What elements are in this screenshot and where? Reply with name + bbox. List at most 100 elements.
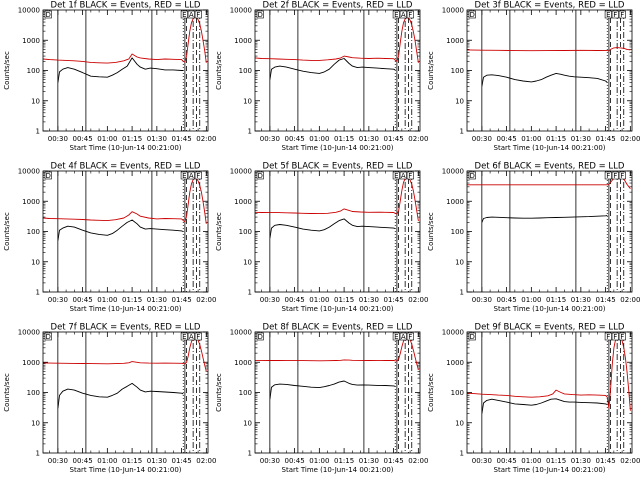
lld-series-line	[255, 335, 419, 371]
marker-label: D	[46, 333, 51, 341]
x-tick-label: 01:45	[384, 135, 404, 143]
y-tick-label: 1	[460, 289, 464, 297]
y-tick-label: 1000	[234, 359, 252, 367]
y-tick-label: 10	[455, 97, 464, 105]
marker-label: A	[189, 172, 194, 180]
marker-label: D	[258, 333, 263, 341]
marker-box	[618, 10, 626, 19]
x-tick-label: 00:30	[260, 296, 280, 304]
y-axis-label: Counts/sec	[215, 373, 223, 412]
events-series-line	[57, 382, 184, 409]
marker-label: E	[182, 333, 186, 341]
events-series-line	[481, 214, 608, 223]
lld-series-line	[42, 177, 207, 224]
x-tick-label: 02:00	[408, 135, 428, 143]
events-series-line	[269, 380, 396, 400]
y-tick-label: 1000	[234, 198, 252, 206]
marker-label: D	[258, 11, 263, 19]
plot-frame	[254, 331, 421, 454]
x-tick-label: 01:45	[384, 296, 404, 304]
y-tick-label: 10000	[18, 329, 40, 337]
y-tick-label: 1	[36, 450, 40, 458]
x-tick-label: 02:00	[408, 296, 428, 304]
marker-label: F	[606, 172, 610, 180]
x-tick-label: 01:15	[334, 135, 354, 143]
lld-series-line	[42, 336, 207, 372]
events-series-line	[269, 58, 396, 80]
panel-title: Det 2f BLACK = Events, RED = LLD	[263, 1, 413, 11]
x-axis-label: Start Time (10-Jun-14 00:21:00)	[494, 144, 606, 152]
x-tick-label: 01:15	[122, 135, 142, 143]
marker-box	[618, 332, 626, 341]
marker-label: E	[182, 11, 186, 19]
marker-label: F	[408, 172, 412, 180]
y-axis-label: Counts/sec	[3, 51, 11, 90]
x-axis-label: Start Time (10-Jun-14 00:21:00)	[70, 305, 182, 313]
y-tick-label: 1000	[234, 37, 252, 45]
y-tick-label: 1	[460, 128, 464, 136]
y-axis-label: Counts/sec	[215, 51, 223, 90]
x-tick-label: 01:45	[172, 457, 192, 465]
y-tick-label: 100	[451, 389, 464, 397]
y-tick-label: 10000	[442, 168, 464, 176]
marker-box	[256, 171, 264, 180]
y-tick-label: 1000	[446, 198, 464, 206]
marker-label: F	[613, 333, 617, 341]
marker-box	[180, 10, 188, 19]
x-tick-label: 01:15	[546, 457, 566, 465]
y-tick-label: 10	[243, 258, 252, 266]
y-tick-label: 1	[460, 450, 464, 458]
marker-label: F	[196, 11, 200, 19]
x-tick-label: 01:30	[147, 135, 167, 143]
x-tick-label: 00:30	[260, 457, 280, 465]
marker-label: A	[189, 333, 194, 341]
marker-box	[406, 171, 414, 180]
plot-frame	[466, 9, 633, 132]
y-tick-label: 10000	[230, 329, 252, 337]
x-tick-label: 01:30	[359, 135, 379, 143]
marker-label: A	[401, 11, 406, 19]
x-tick-label: 00:45	[285, 457, 305, 465]
x-axis-label: Start Time (10-Jun-14 00:21:00)	[282, 305, 394, 313]
y-tick-label: 1000	[22, 37, 40, 45]
panel-8: Det 8f BLACK = Events, RED = LLD Counts/s…	[215, 323, 428, 475]
events-series-line	[269, 218, 396, 239]
lld-series-line	[466, 47, 631, 52]
x-tick-label: 01:30	[359, 457, 379, 465]
panel-title: Det 3f BLACK = Events, RED = LLD	[475, 1, 625, 11]
panel-7: Det 7f BLACK = Events, RED = LLD Counts/s…	[3, 323, 216, 475]
marker-label: F	[613, 11, 617, 19]
x-tick-label: 00:45	[497, 457, 517, 465]
y-tick-label: 10000	[230, 168, 252, 176]
x-tick-label: 00:45	[73, 457, 93, 465]
marker-box	[399, 171, 407, 180]
x-tick-label: 01:00	[309, 135, 329, 143]
marker-box	[187, 332, 195, 341]
x-tick-label: 02:00	[620, 296, 640, 304]
y-axis-label: Counts/sec	[3, 212, 11, 251]
y-axis-label: Counts/sec	[3, 373, 11, 412]
x-tick-label: 02:00	[196, 296, 216, 304]
events-series-line	[57, 219, 184, 241]
marker-label: E	[394, 11, 398, 19]
y-tick-label: 100	[451, 228, 464, 236]
marker-box	[180, 171, 188, 180]
marker-box	[604, 10, 612, 19]
x-tick-label: 02:00	[408, 457, 428, 465]
x-tick-label: 01:15	[334, 296, 354, 304]
marker-box	[44, 171, 52, 180]
x-tick-label: 00:45	[73, 135, 93, 143]
x-tick-label: 01:15	[122, 457, 142, 465]
marker-label: D	[46, 172, 51, 180]
x-axis-label: Start Time (10-Jun-14 00:21:00)	[70, 466, 182, 474]
x-tick-label: 01:30	[147, 457, 167, 465]
x-tick-label: 02:00	[620, 457, 640, 465]
x-tick-label: 01:00	[309, 296, 329, 304]
plot-frame	[42, 331, 209, 454]
panel-3: Det 3f BLACK = Events, RED = LLD Counts/s…	[427, 1, 640, 153]
marker-box	[44, 332, 52, 341]
plot-frame	[42, 170, 209, 293]
y-tick-label: 10000	[230, 7, 252, 15]
marker-box	[468, 332, 476, 341]
